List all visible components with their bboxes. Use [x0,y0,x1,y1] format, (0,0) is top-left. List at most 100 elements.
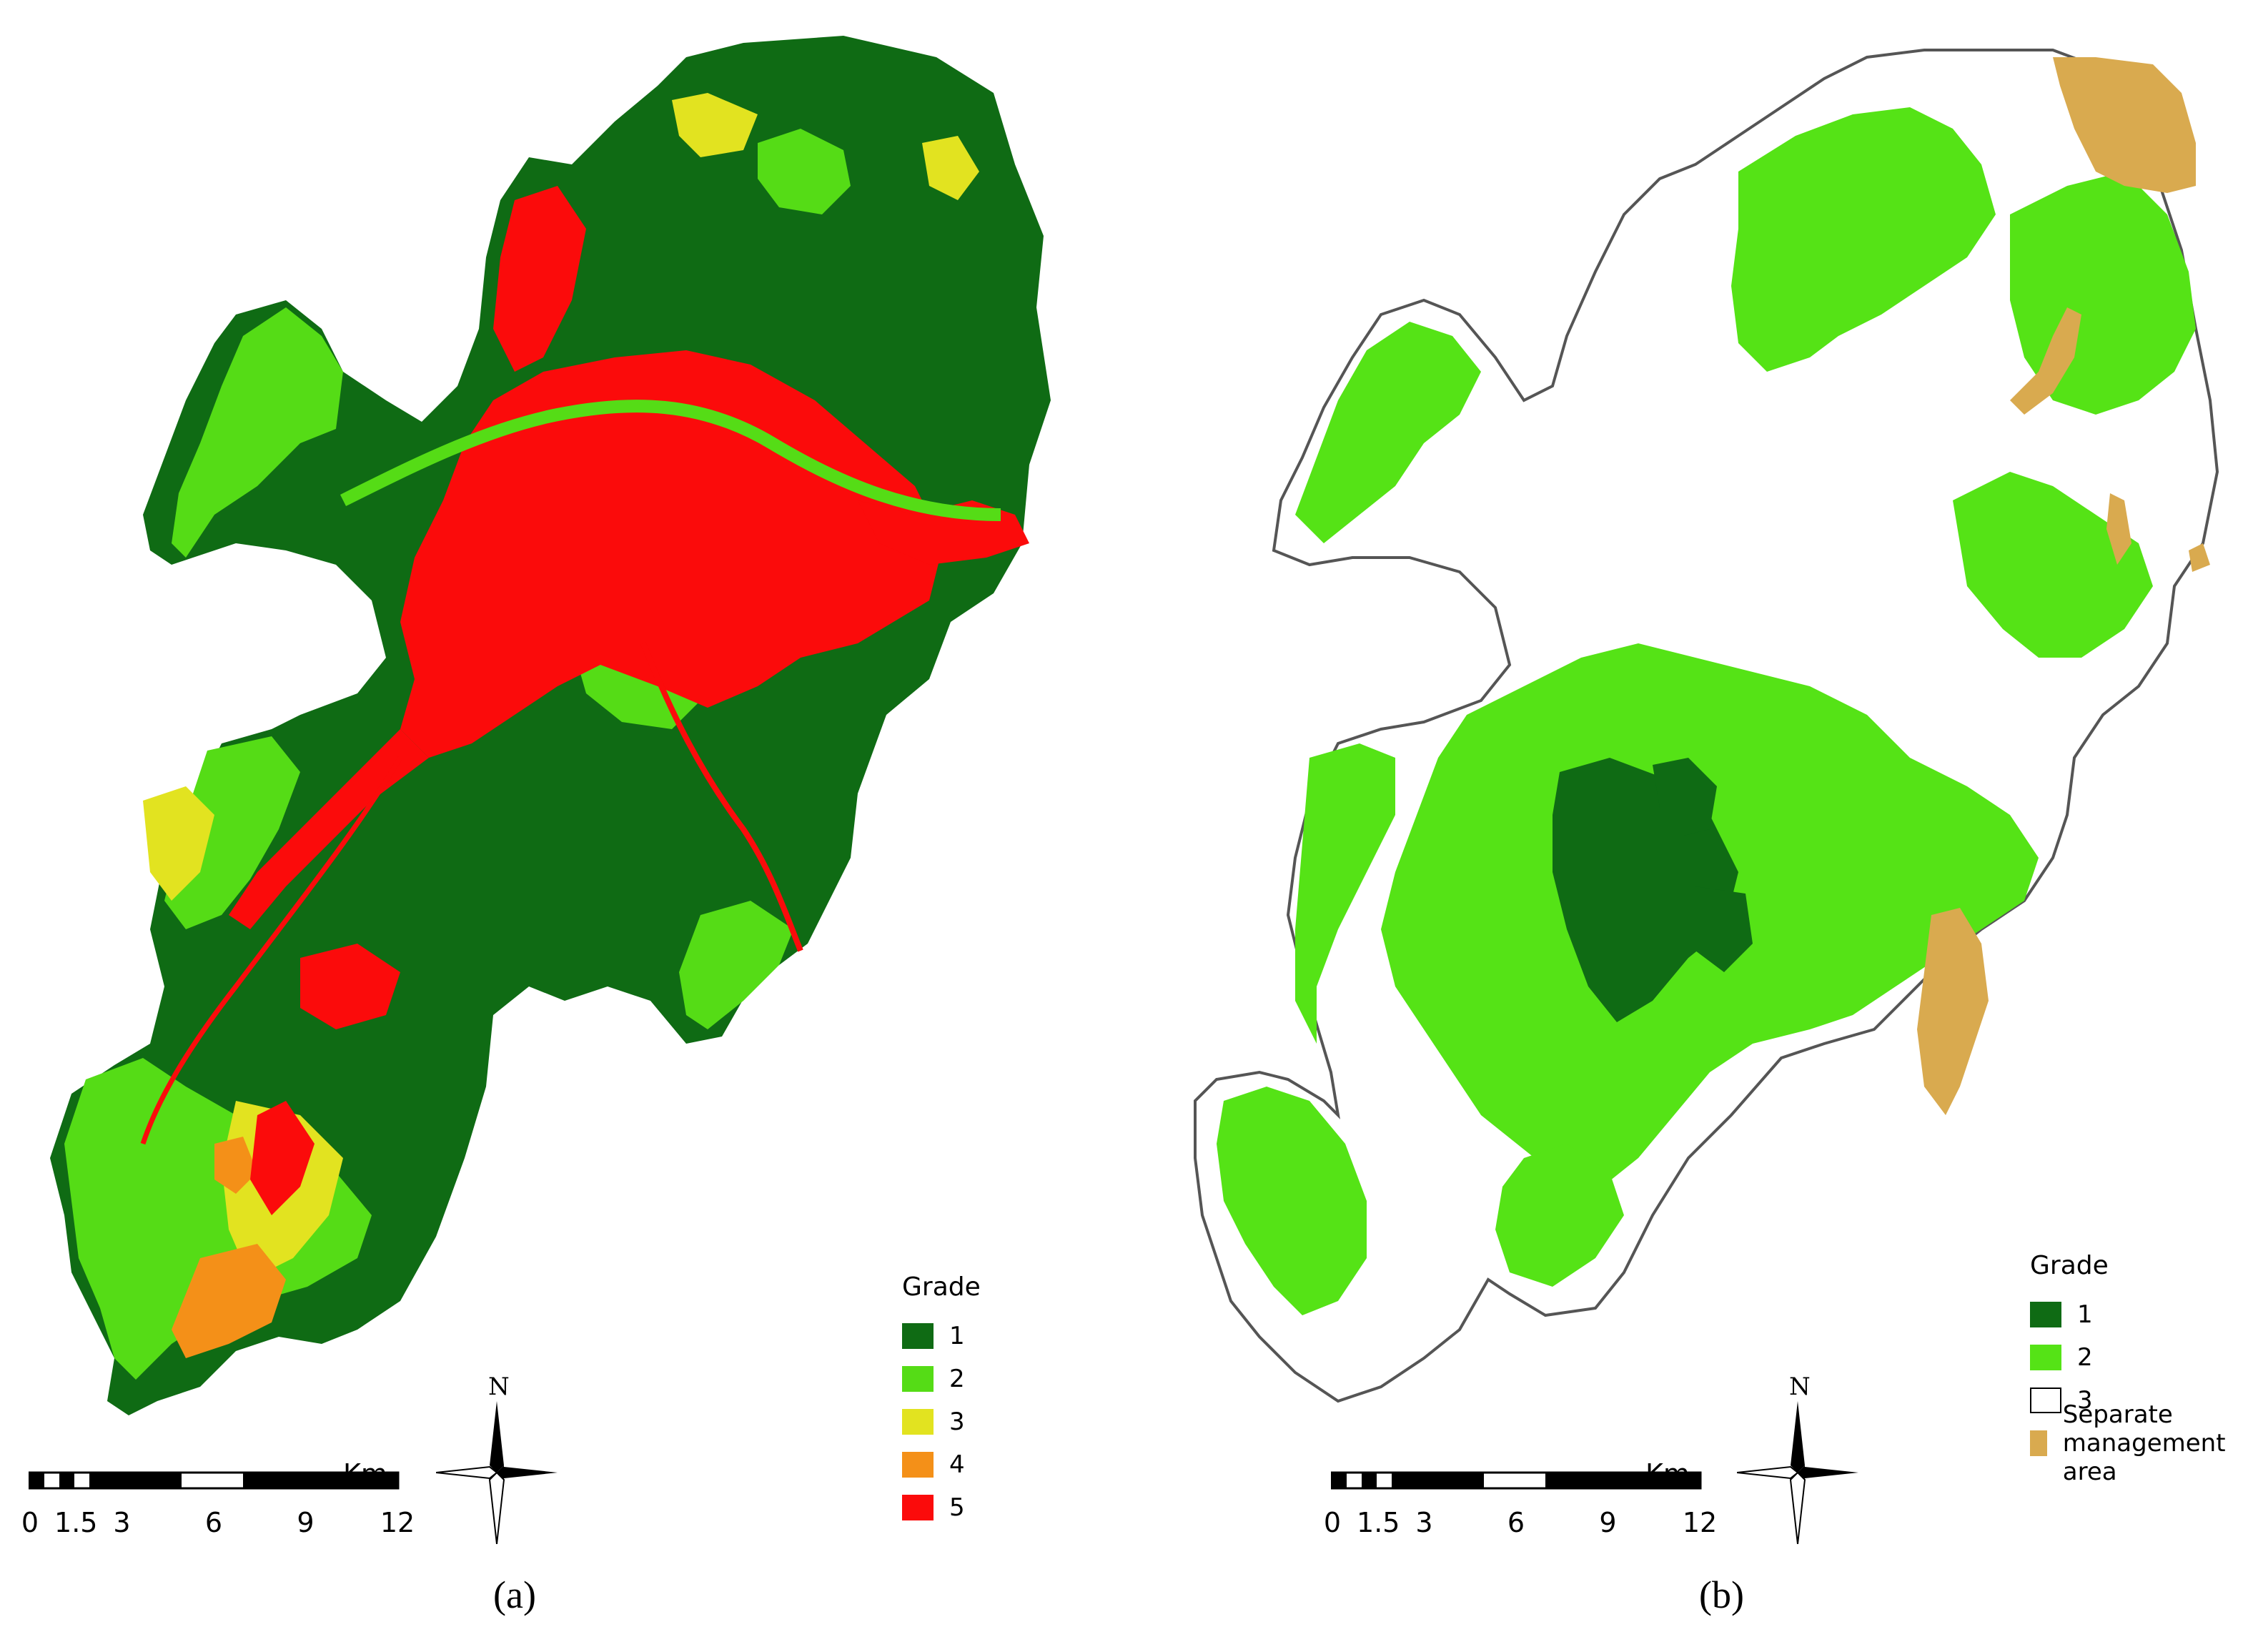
map-a-legend-swatch [902,1409,934,1435]
scale-bar-b-unit: Km [1645,1458,1690,1490]
map-b-grade1-southeast [1695,886,1753,972]
map-b-legend-label: 1 [2077,1300,2093,1329]
north-arrow-a: N [436,1372,558,1544]
map-b-scale-tick-label: 3 [1415,1507,1433,1538]
map-b-grade1-east [1653,758,1717,836]
map-b-separate-far-east [2189,543,2210,572]
map-a-legend-label: 4 [949,1450,965,1479]
map-b-legend-row: Separate management area [2030,1400,2248,1486]
legend-a-title: Grade [902,1272,981,1302]
map-b-legend-swatch [2030,1345,2061,1370]
scale-bar-b-ticks: 0 1.5 3 6 9 12 [1324,1507,1717,1538]
scale-bar-b: Km 0 1.5 3 6 9 12 [1324,1458,1731,1544]
map-a-svg [50,36,1051,1415]
map-a-scale-tick-label: 12 [380,1507,415,1538]
map-a-grade4-south [172,1244,286,1358]
map-b-legend-row: 2 [2030,1336,2248,1379]
map-b-separate-river [2010,307,2081,415]
map-b-scale-tick-label: 6 [1507,1507,1525,1538]
map-a-scale-tick-label: 6 [204,1507,223,1538]
map-a-grade2-southeast [679,901,793,1029]
map-a-grade2-north [758,129,851,214]
scale-bar-a-graphic [29,1471,400,1490]
map-a-grade3-north [672,93,758,157]
map-a-grade3-south [143,786,214,901]
map-a-legend-swatch [902,1366,934,1392]
map-a-legend-label: 1 [949,1322,965,1350]
caption-b-open: ( [1699,1573,1712,1616]
map-a-legend-swatch [902,1495,934,1520]
caption-b-letter: b [1711,1573,1731,1616]
map-a-legend-label: 5 [949,1493,965,1522]
scale-bar-a-unit: Km [343,1458,387,1490]
map-b-legend-label: Separate management area [2062,1400,2226,1486]
map-b-legend-swatch [2030,1302,2061,1327]
map-b-grade2-central-east [1953,472,2153,658]
map-a-river [340,400,1001,521]
map-b-legend-label: 3 [2077,1386,2093,1415]
map-a-legend-label: 2 [949,1365,965,1393]
map-b-legend-row: 1 [2030,1293,2248,1336]
map-b-scale-tick-label: 9 [1599,1507,1617,1538]
caption-b: (b) [1699,1573,1744,1617]
map-a-legend-row: 2 [902,1357,981,1400]
map-a-urban-core [400,350,944,758]
map-a-grade3-northeast [922,136,979,200]
map-b-grade2-west-coast [1295,743,1395,1044]
figure-panel-b: Grade 1 2 3 Separate management area Km 0 1.… [1124,0,2248,1652]
map-a-river-south [640,642,803,952]
legend-b-items: 1 2 3 Separate management area [2030,1293,2248,1486]
caption-a: (a) [493,1573,536,1617]
map-a-scale-tick-label: 1.5 [54,1507,98,1538]
map-b-grade2-southcentral [1495,1144,1624,1287]
caption-a-open: ( [493,1573,506,1616]
map-a-scale-tick-label: 9 [297,1507,315,1538]
map-a-grade2-west [172,307,343,558]
scale-bar-a-ticks: 0 1.5 3 6 9 12 [21,1507,415,1538]
map-b-scale-tick-label: 0 [1323,1507,1342,1538]
map-a-urban-corridor [229,729,429,929]
map-b-scale-tick-label: 12 [1682,1507,1718,1538]
map-a-urban-south-tip [250,1101,315,1215]
map-b-grade2-north [1731,107,1996,372]
north-arrow-a-label: N [488,1372,510,1401]
map-b-grade2-northwest [1295,322,1481,543]
map-a-legend-row: 4 [902,1443,981,1486]
map-b-svg [1194,49,2219,1403]
map-a-urban-north [493,186,586,372]
scale-bar-a: Km 0 1.5 3 6 9 12 [21,1458,429,1544]
compass-rose-icon [1737,1401,1858,1544]
map-b-legend-swatch [2030,1388,2061,1413]
map-a-legend-row: 3 [902,1400,981,1443]
map-a-legend-swatch [902,1452,934,1478]
legend-b-title: Grade [2030,1251,2109,1280]
north-arrow-b-label: N [1789,1372,1811,1401]
map-b-separate-east [2106,493,2131,565]
map-a-legend-swatch [902,1323,934,1349]
map-b-scale-tick-label: 1.5 [1357,1507,1400,1538]
map-a-urban-south-node [300,944,400,1029]
map-a-grade4-mid [214,1137,257,1194]
caption-a-close: ) [523,1573,536,1616]
map-a-scale-tick-label: 3 [113,1507,131,1538]
map-b-legend-swatch [2030,1430,2047,1456]
legend-a: Grade 1 2 3 4 5 [902,1272,981,1529]
scale-bar-b-graphic [1331,1471,1702,1490]
map-b-legend-label: 2 [2077,1343,2093,1372]
caption-a-letter: a [505,1573,523,1616]
map-b-separate-south [1917,908,1989,1115]
map-a-stream-1 [140,756,403,1145]
map-a-scale-tick-label: 0 [21,1507,39,1538]
north-arrow-b: N [1737,1372,1858,1544]
map-b-grade2-south [1217,1087,1367,1315]
map-a-grade2-south [64,1058,372,1380]
map-a-legend-label: 3 [949,1408,965,1436]
map-b-legend-row: 3 [2030,1379,2248,1422]
map-a-legend-row: 5 [902,1486,981,1529]
map-b-separate-north [2053,57,2196,193]
legend-a-items: 1 2 3 4 5 [902,1315,981,1529]
map-a-grade2-southwest [164,736,300,929]
map-a-legend-row: 1 [902,1315,981,1357]
compass-rose-icon [436,1401,558,1544]
